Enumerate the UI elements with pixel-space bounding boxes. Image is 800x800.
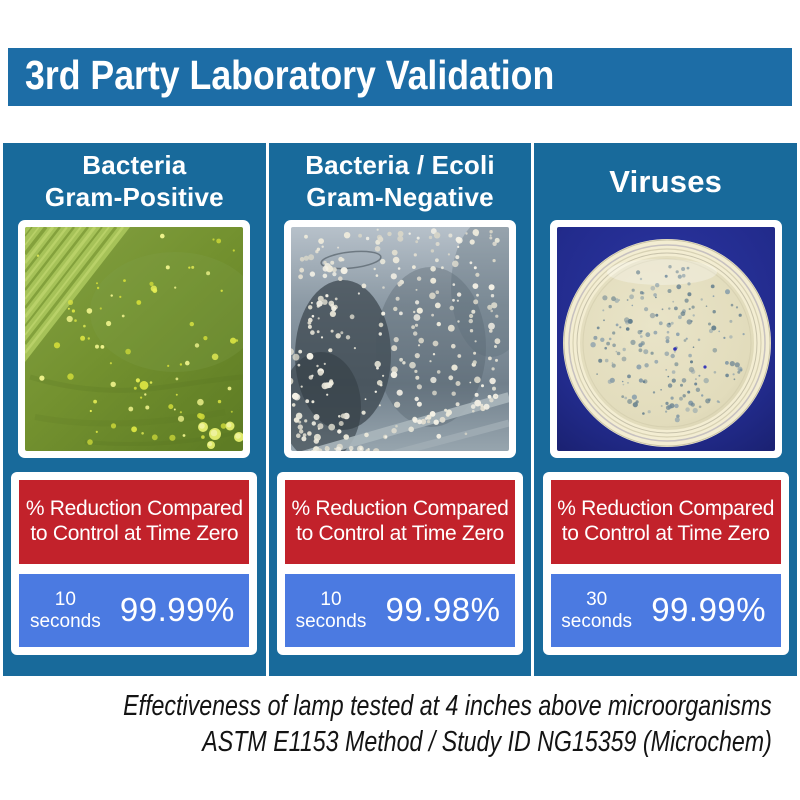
reduction-label: % Reduction Compared to Control at Time … [550,480,781,564]
time-unit: seconds [29,610,101,632]
gram-negative-agar-image [291,227,509,451]
reduction-label: % Reduction Compared to Control at Time … [285,480,515,564]
reduction-result: 99.98% [385,590,501,628]
column-title: Viruses [609,147,722,217]
page-title: 3rd Party Laboratory Validation [25,52,555,98]
virus-petri-dish-image [556,227,775,451]
reduction-result: 99.99% [651,590,767,628]
reduction-label-line1: % Reduction Compared [25,497,243,521]
reduction-label: % Reduction Compared to Control at Time … [19,480,250,564]
reduction-label-line1: % Reduction Compared [291,497,509,521]
exposure-time: 10 seconds [19,589,111,632]
column-gram-positive: Bacteria Gram-Positive % Reduction Compa… [3,143,266,676]
exposure-time: 10 seconds [285,589,377,632]
reduction-label-line2: to Control at Time Zero [30,522,239,545]
time-unit: seconds [295,610,367,632]
reduction-label-line2: to Control at Time Zero [296,522,504,545]
time-value: 30 [586,589,608,611]
column-title: Bacteria / Ecoli Gram-Negative [305,147,495,217]
column-viruses: Viruses % Reduction Compared to Control … [531,143,797,676]
gram-positive-agar-image [25,227,244,451]
footer-line2: ASTM E1153 Method / Study ID NG15359 (Mi… [202,726,773,759]
column-title-line2: Gram-Positive [44,182,224,212]
column-title: Bacteria Gram-Positive [45,147,224,217]
exposure-time: 30 seconds [551,589,643,632]
column-title-line1: Bacteria / Ecoli [305,150,495,181]
result-card: % Reduction Compared to Control at Time … [542,472,789,655]
agar-photo-frame [284,220,516,458]
title-bar: 3rd Party Laboratory Validation [8,48,792,106]
time-value: 10 [54,589,76,611]
column-gram-negative: Bacteria / Ecoli Gram-Negative % Reducti… [265,143,532,676]
agar-photo-frame [549,220,782,458]
result-card: % Reduction Compared to Control at Time … [277,472,523,655]
reduction-result: 99.99% [119,590,235,628]
agar-photo-frame [18,220,251,458]
footer-line1: Effectiveness of lamp tested at 4 inches… [123,690,772,722]
column-title-line1: Bacteria [82,150,187,181]
time-value: 10 [320,589,342,611]
result-box: 10 seconds 99.98% [285,574,515,647]
result-box: 30 seconds 99.99% [550,574,781,647]
column-title-line2: Gram-Negative [306,182,494,212]
footer-caption: Effectiveness of lamp tested at 4 inches… [123,688,772,761]
time-unit: seconds [561,610,633,632]
result-box: 10 seconds 99.99% [19,574,250,647]
result-card: % Reduction Compared to Control at Time … [11,472,258,655]
column-title-line1: Viruses [609,164,723,200]
reduction-label-line1: % Reduction Compared [557,497,775,521]
validation-panel: Bacteria Gram-Positive % Reduction Compa… [3,143,797,676]
reduction-label-line2: to Control at Time Zero [561,522,770,545]
